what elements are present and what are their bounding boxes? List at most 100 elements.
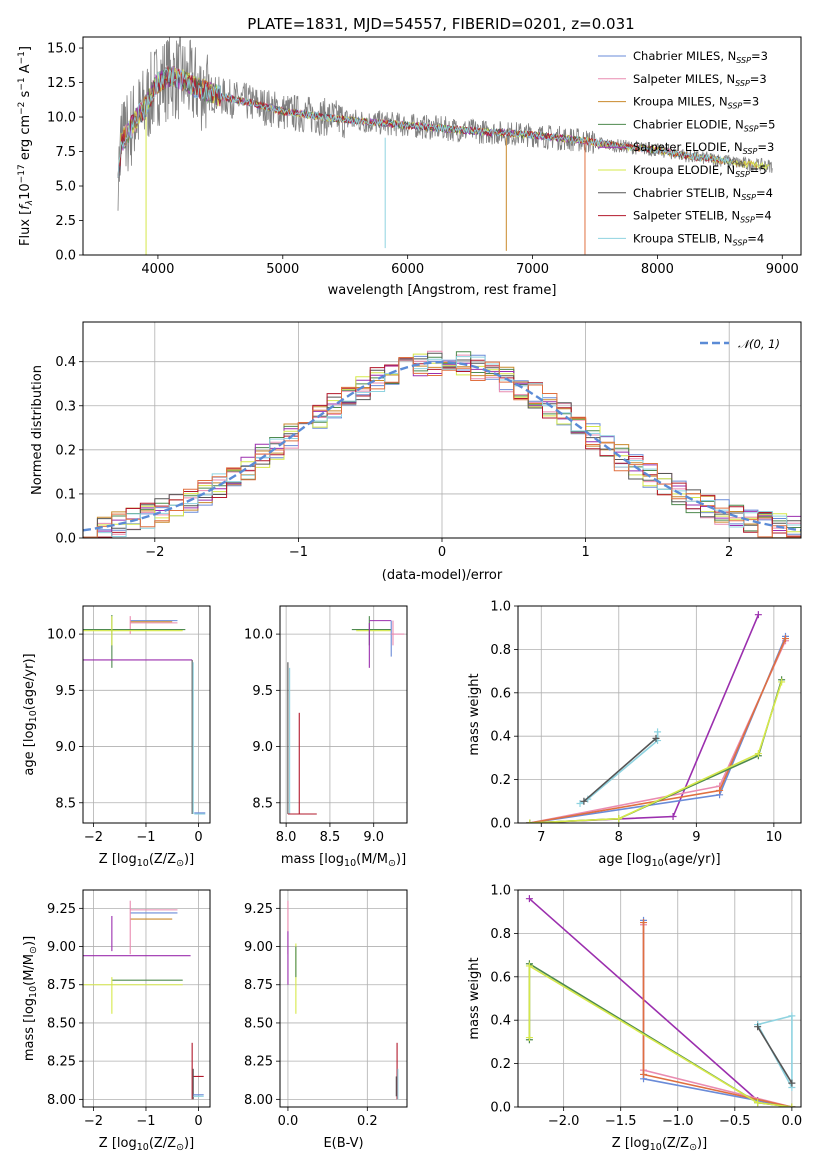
age-vs-mass-panel: 8.0 8.5 9.0 8.5 9.0 9.5 10.0 mass [log10(M/M⊙)] (244, 605, 408, 869)
x-tick-label: 8000 (641, 262, 674, 277)
mass-weight-marker (754, 750, 762, 758)
mass-weight-marker (754, 1099, 762, 1107)
plot-area (287, 900, 399, 1100)
x-tick-label: −1.0 (662, 1114, 694, 1129)
mass-vs-metallicity-panel: −2 −1 0 8.00 8.25 8.50 8.75 9.00 9.25 Z [log10(Z/… (22, 889, 211, 1153)
mass-weight-line (529, 681, 783, 823)
plot-area (287, 616, 405, 815)
y-tick-label: 8.75 (244, 978, 273, 993)
axes: −2 −1 0 8.5 9.0 9.5 10.0 (47, 606, 210, 845)
residual-frame (82, 321, 802, 539)
y-tick-label: 9.0 (55, 740, 76, 755)
mass-weight-marker (576, 799, 584, 807)
y-tick-label: 10.0 (47, 628, 76, 643)
mass-weight-marker (781, 635, 789, 643)
axes: 0.0 0.2 8.00 8.25 8.50 8.75 9.00 9.25 (244, 890, 407, 1129)
normal-reference-curve (83, 360, 801, 532)
x-tick-label: 7000 (516, 262, 549, 277)
mass-weight-marker (778, 678, 786, 686)
y-tick-label: 12.5 (47, 76, 76, 91)
spectrum-axes: 4000 5000 6000 7000 8000 9000 0.0 2.5 5.0 7.5 10.0… (47, 42, 799, 277)
mass-vs-extinction-panel: 0.0 0.2 8.00 8.25 8.50 8.75 9.00 9.25 E(B-V) (244, 889, 408, 1151)
mass-weight-marker (754, 1023, 762, 1031)
mass-weight-line (583, 737, 657, 802)
mass-weight-marker (654, 728, 662, 736)
plot-area (526, 611, 789, 823)
x-tick-label: 8.5 (320, 830, 341, 845)
legend-entry: Kroupa ELODIE, NSSP=5 (633, 163, 767, 179)
model-spectrum-line (117, 66, 733, 178)
x-tick-label: 5000 (266, 262, 299, 277)
y-tick-label: 1.0 (490, 600, 511, 615)
y-tick-label: 8.00 (47, 1093, 76, 1108)
x-tick-label: −2 (84, 1114, 103, 1129)
x-tick-label: 0.2 (357, 1114, 378, 1129)
y-tick-label: 0.3 (55, 399, 76, 414)
y-tick-label: 9.25 (47, 902, 76, 917)
legend-entry: Salpeter ELODIE, NSSP=3 (633, 140, 774, 156)
residual-legend: 𝒩(0, 1) (700, 337, 780, 351)
x-tick-label: 7 (537, 830, 545, 845)
legend-entry: Chabrier MILES, NSSP=3 (633, 49, 768, 65)
mass-weight-marker (525, 962, 533, 970)
x-tick-label: −2.0 (548, 1114, 580, 1129)
x-tick-label: 9 (692, 830, 700, 845)
frame (279, 889, 408, 1108)
mass-weight-line (529, 614, 760, 823)
y-tick-label: 0.0 (55, 249, 76, 264)
spectrum-plot-area (117, 37, 773, 255)
y-axis-label: age [log10(age/yr)] (22, 653, 39, 775)
y-tick-label: 8.5 (252, 796, 273, 811)
x-tick-label: 8.0 (276, 830, 297, 845)
mass-weight-marker (640, 1070, 648, 1078)
model-spectrum-line (117, 66, 720, 178)
mass-weight-line (528, 962, 792, 1107)
y-axis-label: mass weight (467, 957, 482, 1039)
mass-weight-marker (526, 819, 534, 823)
mass-weight-marker (788, 1012, 796, 1020)
x-tick-label: 2 (725, 545, 733, 560)
spectrum-title: PLATE=1831, MJD=54557, FIBERID=0201, z=0… (247, 15, 634, 33)
y-tick-label: 0.2 (55, 443, 76, 458)
y-tick-label: 0.4 (490, 1014, 511, 1029)
y-tick-label: 0.4 (55, 355, 76, 370)
mass-weight-line (756, 1026, 793, 1084)
x-tick-label: 0.0 (782, 1114, 803, 1129)
axes: 8.0 8.5 9.0 8.5 9.0 9.5 10.0 (244, 606, 407, 845)
x-tick-label: −1 (289, 545, 308, 560)
mass-weight-marker (525, 1034, 533, 1042)
y-tick-label: 8.5 (55, 796, 76, 811)
y-tick-label: 9.25 (244, 902, 273, 917)
y-tick-label: 0.0 (55, 532, 76, 547)
y-tick-label: 0.4 (490, 730, 511, 745)
y-axis-label: mass [log10(M/M⊙)] (22, 936, 39, 1061)
y-axis-label: mass weight (467, 673, 482, 755)
legend-entry: Kroupa MILES, NSSP=3 (633, 95, 759, 111)
y-tick-label: 0.0 (490, 817, 511, 832)
x-axis-label: Z [log10(Z/Z⊙)] (99, 1136, 194, 1153)
x-tick-label: 10 (766, 830, 783, 845)
frame (82, 605, 211, 824)
mass-weight-marker (716, 786, 724, 794)
x-tick-label: −0.5 (719, 1114, 751, 1129)
y-tick-label: 7.5 (55, 145, 76, 160)
y-tick-label: 0.8 (490, 643, 511, 658)
mass-weight-marker (788, 1103, 796, 1107)
axes: 7 8 9 10 0.0 0.2 0.4 0.6 0.8 1.0 (490, 600, 801, 845)
x-tick-label: 9.0 (363, 830, 384, 845)
mass-weight-marker (669, 812, 677, 820)
y-tick-label: 9.00 (47, 940, 76, 955)
mass-weight-marker (788, 1079, 796, 1087)
frame (517, 889, 802, 1108)
y-tick-label: 0.6 (490, 686, 511, 701)
mass-weight-line (528, 898, 793, 1107)
y-tick-label: 8.50 (47, 1016, 76, 1031)
plot-area (83, 614, 206, 815)
legend-entry: Chabrier ELODIE, NSSP=5 (633, 117, 775, 133)
spectrum-frame (82, 36, 802, 256)
mass-weight-vs-metallicity-panel: −2.0 −1.5 −1.0 −0.5 0.0 0.0 0.2 0.4 0.6 0.8 1.0 Z [… (467, 884, 802, 1154)
frame (82, 889, 211, 1108)
x-axis-label: Z [log10(Z/Z⊙)] (99, 852, 194, 869)
x-tick-label: 4000 (141, 262, 174, 277)
x-tick-label: −1.5 (605, 1114, 637, 1129)
